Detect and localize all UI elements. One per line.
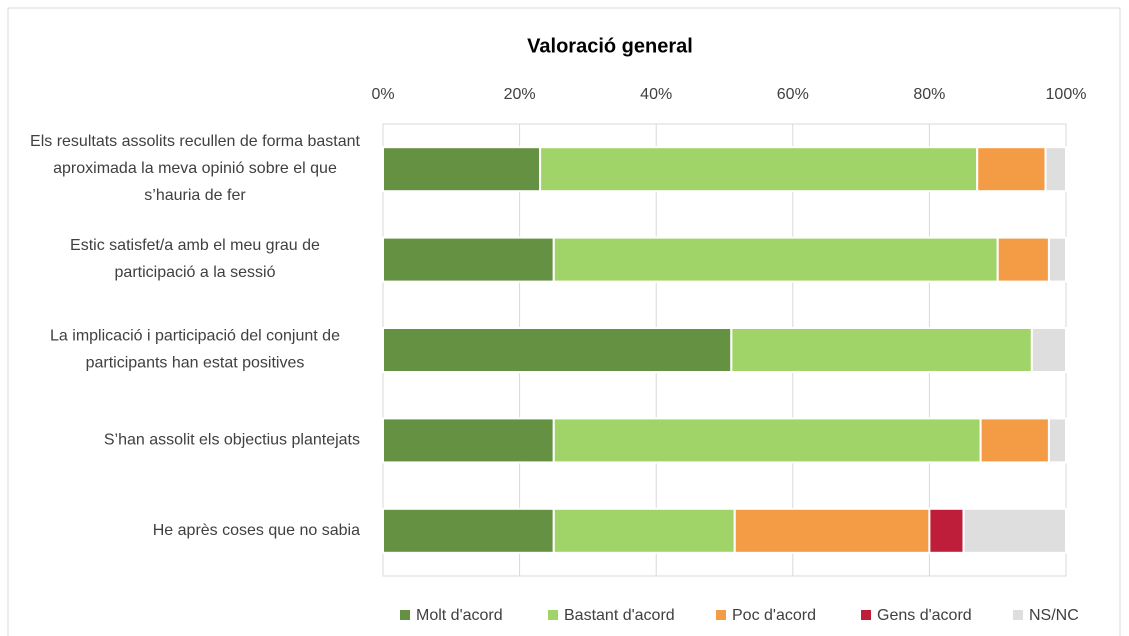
bar-segment [733,507,931,554]
x-tick-label: 0% [371,86,394,103]
chart-title: Valoració general [527,35,693,57]
legend-label: Poc d'acord [732,607,816,624]
x-tick-label: 20% [504,86,536,103]
bar-segment [962,507,1067,554]
bar-segment [539,146,979,193]
y-tick-label: He après coses que no sabia [153,522,360,539]
bar-segment [928,507,965,554]
legend-label: Bastant d'acord [564,607,675,624]
bar-segment [552,417,982,464]
y-tick-label: La implicació i participació del conjunt… [50,328,340,372]
y-tick-label: Estic satisfet/a amb el meu grau de parti… [70,237,320,281]
bar-segment [382,146,542,193]
legend-swatch [861,610,871,620]
x-tick-label: 60% [777,86,809,103]
bar-segment [382,507,555,554]
y-tick-label: Els resultats assolits recullen de forma… [30,133,360,204]
bar-segment [382,236,555,283]
legend-swatch [400,610,410,620]
x-tick-label: 80% [913,86,945,103]
legend-label: NS/NC [1029,607,1079,624]
legend-label: Molt d'acord [416,607,503,624]
bar-segment [382,417,555,464]
bar-segment [552,236,999,283]
legend-swatch [548,610,558,620]
bar-segment [730,327,1033,373]
bar-segment [552,507,736,554]
x-tick-label: 40% [640,86,672,103]
legend-swatch [1013,610,1023,620]
bar-segment [1047,236,1068,283]
legend-swatch [716,610,726,620]
bar-segment [976,146,1047,193]
bar-segment [1044,146,1068,193]
bar-segment [382,327,733,373]
bar-segment [1047,417,1068,464]
bar-segment [1030,327,1067,373]
y-tick-label: S’han assolit els objectius plantejats [104,432,360,449]
bar-segment [979,417,1050,464]
bar-segment [996,236,1050,283]
legend-label: Gens d'acord [877,607,972,624]
x-tick-label: 100% [1046,86,1087,103]
